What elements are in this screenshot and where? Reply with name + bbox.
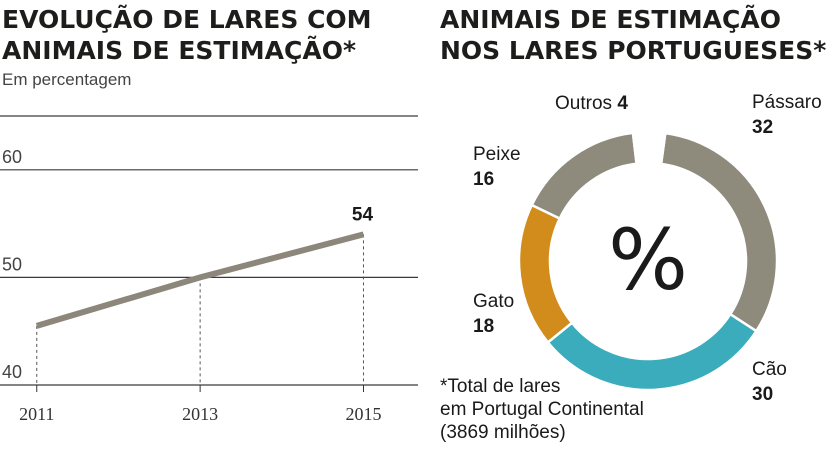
slice-value-gato: 18 (473, 316, 494, 337)
slice-label-peixe: Peixe (473, 144, 521, 165)
slice-value-cao: 30 (752, 384, 773, 405)
donut-slice-gato (517, 203, 574, 345)
center-percent-symbol: % (608, 211, 688, 309)
slice-label-passaro: Pássaro (752, 92, 822, 113)
x-tick-label: 2015 (345, 404, 381, 424)
donut-chart-title: ANIMAIS DE ESTIMAÇÃO NOS LARES PORTUGUES… (440, 4, 835, 66)
line-chart: 40 50 60 2011 2013 2015 54 (0, 115, 418, 424)
slice-value-passaro: 32 (752, 117, 773, 138)
line-chart-title: EVOLUÇÃO DE LARES COM ANIMAIS DE ESTIMAÇ… (2, 4, 422, 66)
donut-chart: % Pássaro 32 Cão 30 Gato 18 Peixe 16 Outros 4 (473, 92, 822, 405)
data-label: 54 (352, 204, 374, 225)
footnote: *Total de lares em Portugal Continental … (440, 375, 740, 444)
line-chart-title-line-2: ANIMAIS DE ESTIMAÇÃO* (2, 36, 357, 65)
donut-slice-outros (631, 130, 667, 166)
slice-value-outros: 4 (617, 93, 628, 114)
donut-chart-title-line-1: ANIMAIS DE ESTIMAÇÃO (440, 5, 781, 34)
footnote-line-3: (3869 milhões) (440, 422, 566, 443)
series-line (35, 231, 365, 329)
donut-chart-title-line-2: NOS LARES PORTUGUESES* (440, 36, 827, 65)
footnote-line-2: em Portugal Continental (440, 399, 644, 420)
line-chart-subtitle: Em percentagem (2, 70, 132, 89)
slice-label-outros: Outros 4 (555, 93, 628, 114)
y-tick-label: 40 (2, 362, 22, 382)
slice-label-gato: Gato (473, 291, 514, 312)
y-tick-label: 50 (2, 254, 22, 274)
x-tick-label: 2013 (182, 404, 218, 424)
donut-slice-peixe (530, 131, 638, 221)
slice-value-peixe: 16 (473, 169, 494, 190)
y-tick-label: 60 (2, 147, 22, 167)
line-chart-title-line-1: EVOLUÇÃO DE LARES COM (2, 5, 372, 34)
footnote-line-1: *Total de lares (440, 376, 561, 397)
slice-label-cao: Cão (752, 359, 787, 380)
x-tick-label: 2011 (19, 404, 54, 424)
